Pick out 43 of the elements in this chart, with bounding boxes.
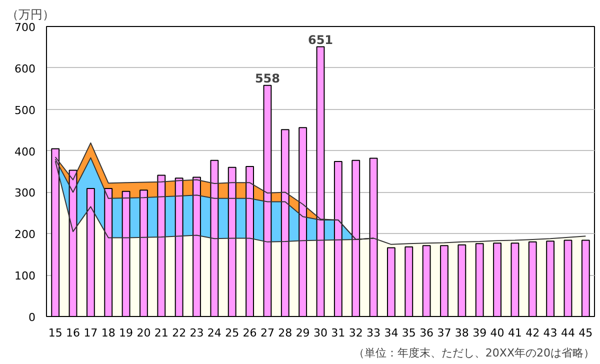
- x-tick-label: 39: [472, 326, 487, 340]
- data-label: 558: [254, 71, 280, 86]
- x-tick-label: 26: [242, 326, 257, 340]
- y-tick-label: 300: [14, 186, 36, 200]
- y-tick-label: 700: [14, 21, 36, 34]
- x-tick-label: 32: [348, 326, 363, 340]
- y-tick-label: 500: [14, 104, 36, 117]
- x-tick-label: 22: [172, 326, 186, 340]
- x-tick-label: 40: [490, 326, 504, 340]
- x-tick-label: 23: [190, 326, 204, 340]
- x-tick-label: 36: [420, 326, 434, 340]
- x-tick-label: 31: [331, 326, 346, 340]
- x-tick-label: 29: [296, 326, 310, 340]
- y-tick-label: 400: [14, 145, 36, 158]
- x-tick-label: 38: [454, 326, 469, 340]
- x-tick-label: 17: [84, 326, 98, 340]
- x-tick-label: 15: [48, 326, 62, 340]
- data-label: 651: [308, 32, 334, 47]
- x-tick-label: 25: [225, 326, 240, 340]
- x-tick-label: 37: [437, 326, 452, 340]
- x-tick-label: 27: [260, 326, 274, 340]
- x-tick-label: 44: [560, 326, 575, 340]
- x-tick-label: 43: [543, 326, 558, 340]
- x-tick-label: 28: [278, 326, 292, 340]
- y-tick-label: 600: [14, 62, 36, 76]
- x-tick-label: 21: [154, 326, 168, 340]
- x-tick-label: 18: [101, 326, 116, 340]
- x-tick-label: 20: [136, 326, 151, 340]
- x-tick-label: 41: [508, 326, 522, 340]
- x-tick-label: 35: [402, 326, 416, 340]
- x-tick-label: 19: [119, 326, 134, 340]
- y-axis-title: （万円）: [6, 8, 54, 22]
- x-tick-label: 16: [66, 326, 80, 340]
- text: （単位：年度末、ただし、20XX年の20は省略）: [353, 346, 595, 360]
- x-tick-label: 42: [526, 326, 540, 340]
- y-tick-label: 0: [28, 311, 36, 324]
- y-tick-label: 200: [14, 228, 36, 242]
- x-tick-label: 33: [366, 326, 381, 340]
- x-tick-label: 45: [578, 326, 593, 340]
- y-tick-label: 100: [14, 270, 36, 283]
- x-tick-label: 24: [207, 326, 222, 340]
- x-tick-label: 34: [384, 326, 398, 340]
- x-tick-label: 30: [314, 326, 328, 340]
